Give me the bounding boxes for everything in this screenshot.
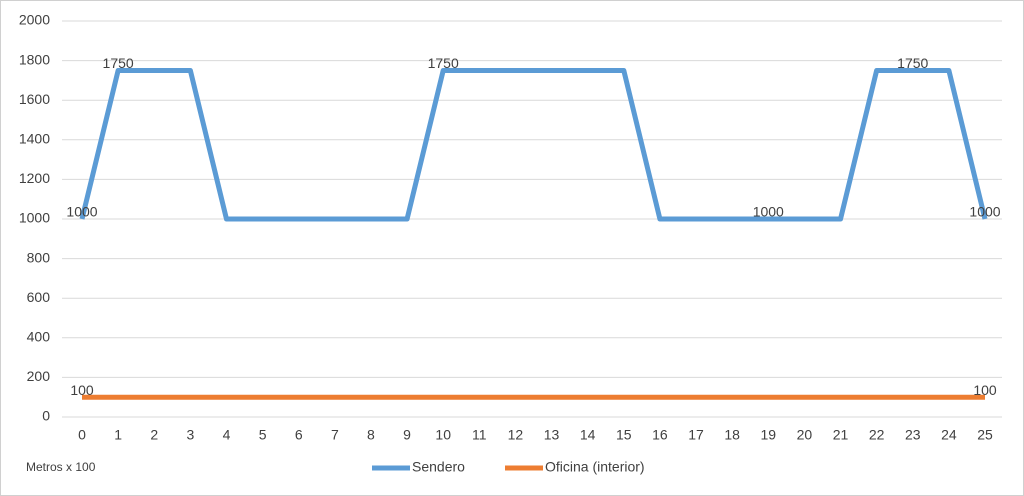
x-tick-label: 0: [78, 427, 86, 443]
data-label: 1000: [66, 204, 97, 220]
x-tick-label: 14: [580, 427, 596, 443]
y-tick-label: 400: [27, 329, 51, 345]
data-label: 1750: [103, 55, 134, 71]
x-tick-label: 5: [259, 427, 267, 443]
data-label: 1000: [969, 204, 1000, 220]
data-label: 1750: [897, 55, 928, 71]
line-series: [79, 68, 988, 222]
x-tick-label: 25: [977, 427, 993, 443]
x-tick-label: 22: [869, 427, 885, 443]
x-tick-label: 1: [114, 427, 122, 443]
y-tick-label: 1800: [19, 51, 50, 67]
y-tick-label: 2000: [19, 12, 50, 28]
x-tick-label: 16: [652, 427, 668, 443]
x-tick-label: 11: [472, 427, 487, 443]
y-tick-label: 600: [27, 289, 51, 305]
legend-label: Sendero: [412, 459, 465, 475]
data-label: 1000: [753, 204, 784, 220]
x-tick-label: 9: [403, 427, 411, 443]
x-tick-label: 20: [797, 427, 813, 443]
y-tick-label: 800: [27, 249, 51, 265]
annotation: Metros x 100: [26, 460, 96, 474]
y-tick-label: 1400: [19, 131, 50, 147]
x-tick-label: 19: [760, 427, 776, 443]
x-tick-label: 21: [833, 427, 849, 443]
x-tick-label: 15: [616, 427, 632, 443]
x-tick-label: 23: [905, 427, 921, 443]
y-tick-label: 1200: [19, 170, 50, 186]
x-tick-label: 3: [186, 427, 194, 443]
x-tick-label: 12: [508, 427, 524, 443]
x-tick-label: 18: [724, 427, 740, 443]
x-tick-label: 13: [544, 427, 560, 443]
x-tick-label: 17: [688, 427, 704, 443]
y-tick-label: 0: [42, 408, 50, 424]
data-label: 1750: [428, 55, 459, 71]
x-tick-label: 4: [223, 427, 231, 443]
x-tick-label: 6: [295, 427, 303, 443]
data-label: 100: [973, 382, 997, 398]
x-tick-label: 24: [941, 427, 957, 443]
y-tick-label: 200: [27, 368, 51, 384]
legend-label: Oficina (interior): [545, 459, 645, 475]
x-tick-label: 2: [150, 427, 158, 443]
x-tick-label: 8: [367, 427, 375, 443]
x-tick-label: 7: [331, 427, 339, 443]
data-label: 100: [70, 382, 94, 398]
y-tick-label: 1600: [19, 91, 50, 107]
y-tick-label: 1000: [19, 210, 50, 226]
x-tick-label: 10: [435, 427, 451, 443]
